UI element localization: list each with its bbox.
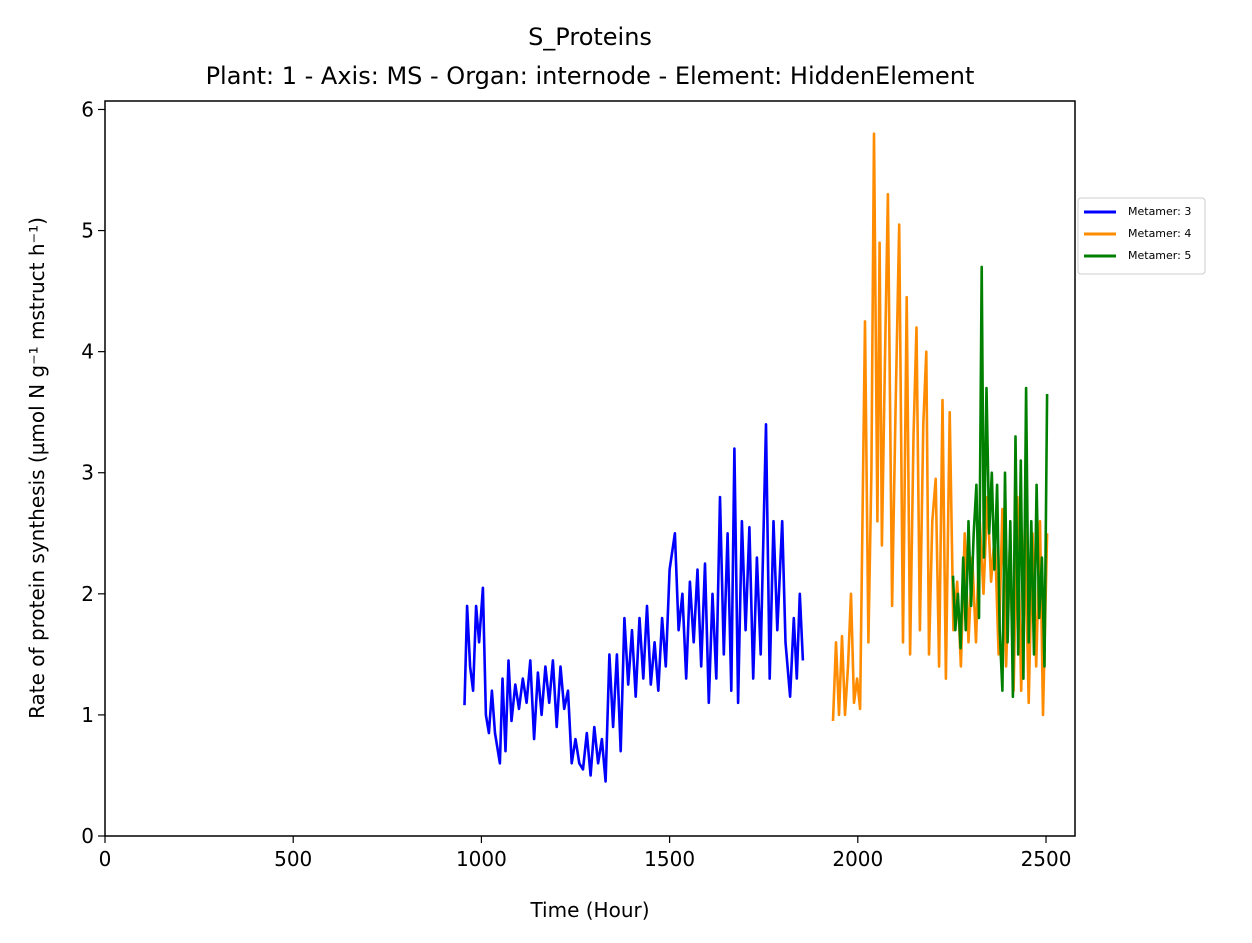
- legend-label: Metamer: 5: [1128, 249, 1191, 262]
- plot-frame: [104, 100, 1076, 837]
- y-tick-label: 2: [81, 582, 94, 606]
- x-axis-label: Time (Hour): [529, 898, 649, 922]
- y-tick-label: 6: [81, 97, 94, 121]
- x-tick-label: 1500: [644, 847, 695, 871]
- chart-subtitle: Plant: 1 - Axis: MS - Organ: internode -…: [206, 62, 975, 90]
- series-line: [463, 423, 805, 783]
- y-tick-label: 5: [81, 219, 94, 243]
- y-tick-label: 0: [81, 824, 94, 848]
- chart-title: S_Proteins: [528, 23, 652, 51]
- legend-label: Metamer: 3: [1128, 205, 1191, 218]
- y-tick-label: 3: [81, 461, 94, 485]
- x-tick-label: 500: [274, 847, 312, 871]
- y-axis-label: Rate of protein synthesis (µmol N g⁻¹ ms…: [25, 217, 49, 719]
- series-line: [951, 265, 1049, 698]
- y-tick-label: 4: [81, 340, 94, 364]
- x-tick-label: 1000: [456, 847, 507, 871]
- series-line: [831, 132, 1049, 722]
- legend-label: Metamer: 4: [1128, 227, 1191, 240]
- legend: Metamer: 3 Metamer: 4 Metamer: 5: [1077, 197, 1206, 275]
- x-tick-label: 0: [99, 847, 112, 871]
- y-tick-label: 1: [81, 703, 94, 727]
- x-tick-label: 2000: [832, 847, 883, 871]
- x-tick-label: 2500: [1021, 847, 1072, 871]
